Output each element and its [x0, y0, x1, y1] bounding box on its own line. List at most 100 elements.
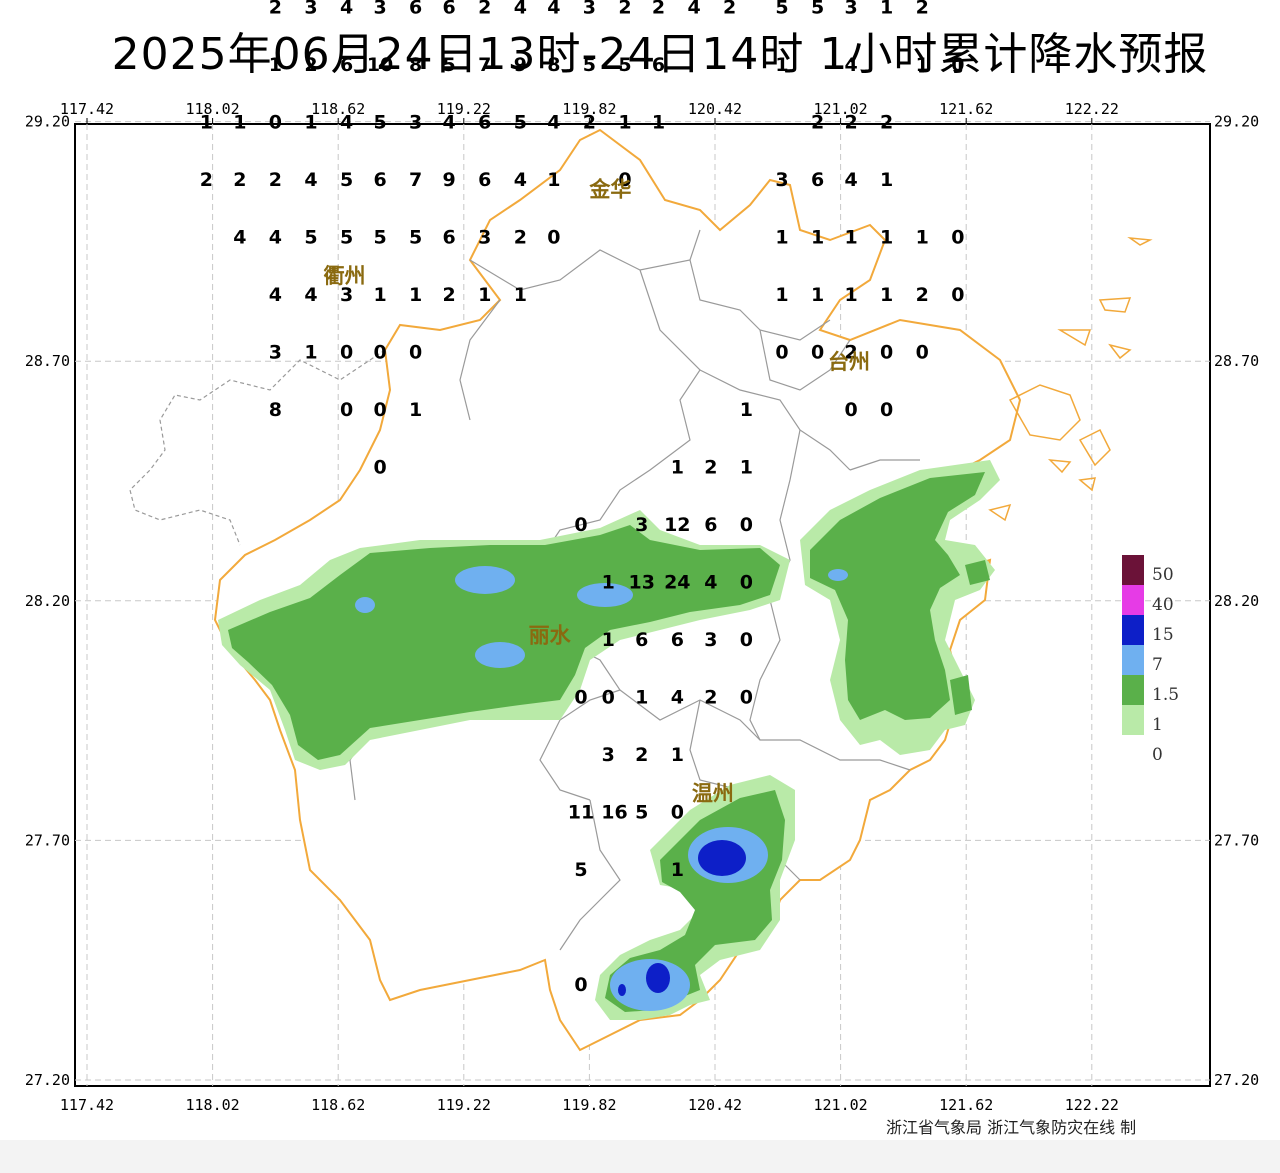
city-label-10: 温州 — [692, 781, 734, 805]
station-value: 0 — [574, 974, 587, 996]
legend-label-2: 15 — [1152, 625, 1174, 645]
station-value: 5 — [811, 0, 824, 19]
station-value: 1 — [373, 284, 386, 306]
station-value: 6 — [635, 629, 648, 651]
city-label-7: 衢州 — [323, 264, 365, 288]
legend: 50 40 15 7 1.5 1 0 — [1122, 555, 1179, 765]
precip-shading — [218, 460, 1000, 1020]
station-value: 1 — [671, 859, 684, 881]
station-value: 3 — [304, 0, 317, 19]
station-value: 0 — [951, 54, 964, 76]
station-value: 5 — [304, 227, 317, 249]
station-value: 2 — [478, 0, 491, 19]
station-value: 2 — [916, 0, 929, 19]
rain-area-darkblue-1 — [698, 840, 746, 876]
station-value: 0 — [775, 342, 788, 364]
station-value: 0 — [740, 514, 753, 536]
legend-label-6: 0 — [1152, 745, 1163, 765]
station-value: 5 — [775, 0, 788, 19]
station-value: 5 — [574, 859, 587, 881]
station-value: 0 — [844, 399, 857, 421]
lon-tick-top-6: 121.02 — [814, 100, 868, 118]
station-value: 1 — [478, 284, 491, 306]
station-value: 1 — [671, 457, 684, 479]
lat-tick-left-6: 27.70 — [25, 831, 70, 849]
station-value: 6 — [443, 0, 456, 19]
station-value: 7 — [478, 54, 491, 76]
station-value: 0 — [340, 342, 353, 364]
station-value: 0 — [340, 399, 353, 421]
legend-swatch-3 — [1122, 645, 1144, 675]
legend-swatch-5 — [1122, 705, 1144, 735]
station-value: 6 — [478, 169, 491, 191]
station-value: 0 — [602, 687, 615, 709]
station-value: 11 — [568, 802, 594, 824]
station-value: 5 — [340, 169, 353, 191]
station-value: 0 — [671, 802, 684, 824]
axis-ticks: 117.42 117.42 118.02 118.02 118.62 118.62 119.… — [25, 100, 1259, 1114]
station-value: 3 — [602, 744, 615, 766]
precipitation-map: 117.42 117.42 118.02 118.02 118.62 118.62 119.… — [25, 0, 1259, 1114]
station-value: 1 — [200, 112, 213, 134]
station-value: 1 — [671, 744, 684, 766]
station-value: 4 — [340, 112, 353, 134]
station-value: 4 — [340, 0, 353, 19]
station-value: 1 — [880, 0, 893, 19]
lat-tick-right-4: 28.70 — [1214, 352, 1259, 370]
legend-label-4: 1.5 — [1152, 685, 1179, 705]
station-value: 9 — [443, 169, 456, 191]
station-value: 2 — [723, 0, 736, 19]
rain-area-green-coast — [950, 675, 972, 715]
station-value: 3 — [269, 342, 282, 364]
station-value: 2 — [844, 112, 857, 134]
station-value: 4 — [844, 54, 857, 76]
station-value: 8 — [269, 399, 282, 421]
station-value: 0 — [880, 399, 893, 421]
station-value: 2 — [916, 284, 929, 306]
station-value: 5 — [618, 54, 631, 76]
station-value: 4 — [514, 169, 527, 191]
station-value: 1 — [775, 284, 788, 306]
station-value: 10 — [367, 54, 393, 76]
station-value: 0 — [574, 687, 587, 709]
lon-tick-top-3: 119.22 — [437, 100, 491, 118]
rain-area-blue-1 — [455, 566, 515, 594]
lon-tick-top-0: 117.42 — [60, 100, 114, 118]
legend-swatch-0 — [1122, 555, 1144, 585]
station-value: 6 — [652, 54, 665, 76]
station-value: 1 — [304, 112, 317, 134]
station-value: 4 — [547, 112, 560, 134]
station-value: 1 — [409, 399, 422, 421]
rain-area-darkblue-2 — [646, 963, 670, 993]
rain-area-green-island — [965, 560, 990, 585]
station-value: 2 — [269, 0, 282, 19]
bottom-bar — [0, 1140, 1280, 1173]
station-value: 5 — [340, 227, 353, 249]
lat-tick-left-5: 28.20 — [25, 592, 70, 610]
legend-swatch-2 — [1122, 615, 1144, 645]
station-value: 4 — [704, 572, 717, 594]
station-value: 4 — [514, 0, 527, 19]
station-value: 1 — [740, 399, 753, 421]
island-outlines — [988, 236, 1153, 522]
station-value: 1 — [740, 457, 753, 479]
lon-tick-top-4: 119.82 — [562, 100, 616, 118]
lon-tick-top-7: 121.62 — [939, 100, 993, 118]
station-value: 1 — [880, 227, 893, 249]
station-value: 4 — [304, 169, 317, 191]
station-value: 0 — [373, 457, 386, 479]
station-value: 2 — [443, 284, 456, 306]
station-value: 1 — [880, 169, 893, 191]
station-value: 1 — [811, 227, 824, 249]
station-value: 1 — [635, 687, 648, 709]
station-value: 4 — [233, 227, 246, 249]
rain-area-blue-3 — [475, 642, 525, 668]
station-value: 6 — [671, 629, 684, 651]
station-value: 8 — [409, 54, 422, 76]
station-value: 6 — [443, 227, 456, 249]
station-value: 0 — [269, 112, 282, 134]
station-value: 1 — [514, 284, 527, 306]
lon-tick-bottom-5: 120.42 — [688, 1096, 742, 1114]
station-value: 5 — [635, 802, 648, 824]
station-value: 2 — [233, 169, 246, 191]
